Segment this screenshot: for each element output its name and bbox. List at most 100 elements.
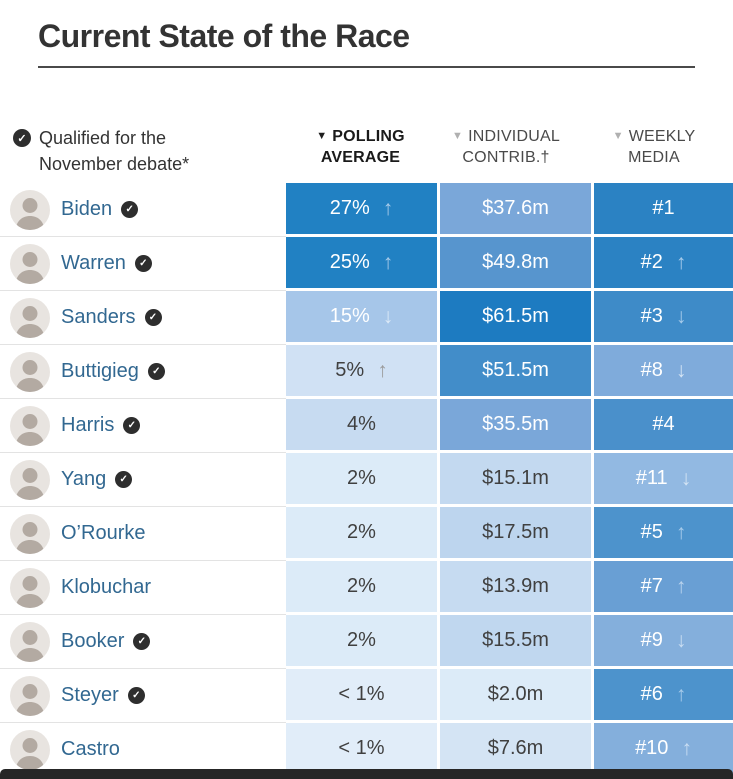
column-gap bbox=[437, 345, 440, 399]
candidate-cell: Sanders ✓ bbox=[0, 291, 286, 345]
polling-average-cell: 2% bbox=[286, 561, 437, 612]
trend-arrow-icon: ↑ bbox=[675, 521, 687, 544]
polling-average-value: < 1% bbox=[338, 683, 385, 705]
trend-arrow-icon: ↑ bbox=[377, 359, 388, 382]
candidate-cell: Harris ✓ bbox=[0, 399, 286, 453]
candidate-name[interactable]: O’Rourke bbox=[61, 522, 146, 544]
qualified-legend: ✓ Qualified for the November debate* bbox=[13, 125, 283, 177]
polling-average-cell: 15% ↓ bbox=[286, 291, 437, 342]
weekly-media-value: #8 bbox=[640, 359, 663, 381]
individual-contrib-cell: $15.1m bbox=[440, 453, 591, 504]
column-gap bbox=[591, 345, 594, 399]
candidate-cell: Booker ✓ bbox=[0, 615, 286, 669]
weekly-media-value: #4 bbox=[652, 413, 675, 435]
column-gap bbox=[591, 507, 594, 561]
polling-average-value: 27% bbox=[329, 197, 370, 219]
trend-arrow-icon: ↓ bbox=[675, 629, 687, 652]
column-header-individual-contrib[interactable]: ▼ INDIVIDUAL CONTRIB.† bbox=[421, 126, 591, 168]
column-header-contrib-line2: CONTRIB.† bbox=[462, 149, 550, 166]
column-gap bbox=[437, 399, 440, 453]
candidate-name[interactable]: Booker bbox=[61, 630, 125, 652]
candidate-name[interactable]: Castro bbox=[61, 738, 120, 760]
trend-arrow-icon: ↑ bbox=[382, 251, 394, 274]
candidate-avatar bbox=[10, 729, 50, 770]
trend-arrow-icon: ↓ bbox=[675, 305, 687, 328]
table-row: Sanders ✓ 15% ↓ $61.5m #3 ↓ bbox=[0, 291, 733, 345]
individual-contrib-cell: $51.5m bbox=[440, 345, 591, 396]
column-gap bbox=[591, 561, 594, 615]
candidate-name[interactable]: Harris bbox=[61, 414, 115, 436]
sort-triangle-icon: ▼ bbox=[612, 130, 624, 142]
column-gap bbox=[591, 237, 594, 291]
column-gap bbox=[591, 723, 594, 777]
individual-contrib-value: $49.8m bbox=[482, 251, 549, 273]
weekly-media-value: #7 bbox=[640, 575, 663, 597]
person-silhouette-icon bbox=[15, 467, 45, 500]
weekly-media-value: #11 bbox=[635, 467, 668, 489]
weekly-media-cell: #4 bbox=[594, 399, 733, 450]
table-row: Warren ✓ 25% ↑ $49.8m #2 ↑ bbox=[0, 237, 733, 291]
polling-average-cell: 2% bbox=[286, 507, 437, 558]
weekly-media-cell: #1 bbox=[594, 183, 733, 234]
candidate-cell: Steyer ✓ bbox=[0, 669, 286, 723]
candidate-name[interactable]: Buttigieg bbox=[61, 360, 139, 382]
qualified-check-icon: ✓ bbox=[121, 201, 139, 218]
weekly-media-value: #9 bbox=[640, 629, 663, 651]
individual-contrib-cell: $13.9m bbox=[440, 561, 591, 612]
column-gap bbox=[437, 561, 440, 615]
column-header-weekly-media[interactable]: ▼ WEEKLY MEDIA bbox=[594, 126, 714, 168]
candidate-avatar bbox=[10, 567, 50, 608]
person-silhouette-icon bbox=[15, 521, 45, 554]
race-table: Biden ✓ 27% ↑ $37.6m #1 Warren ✓ 25% ↑ bbox=[0, 183, 733, 777]
individual-contrib-value: $2.0m bbox=[487, 683, 544, 705]
polling-average-cell: 27% ↑ bbox=[286, 183, 437, 234]
column-gap bbox=[437, 507, 440, 561]
table-row: Yang ✓ 2% $15.1m #11 ↓ bbox=[0, 453, 733, 507]
person-silhouette-icon bbox=[15, 251, 45, 284]
candidate-name[interactable]: Sanders bbox=[61, 306, 136, 328]
weekly-media-cell: #5 ↑ bbox=[594, 507, 733, 558]
person-silhouette-icon bbox=[15, 305, 45, 338]
column-header-media-line2: MEDIA bbox=[628, 149, 680, 166]
individual-contrib-value: $17.5m bbox=[482, 521, 549, 543]
polling-average-value: < 1% bbox=[338, 737, 385, 759]
column-header-polling-average[interactable]: ▼ POLLING AVERAGE bbox=[284, 126, 437, 168]
column-gap bbox=[591, 669, 594, 723]
qualified-check-icon: ✓ bbox=[13, 129, 31, 147]
candidate-name[interactable]: Warren bbox=[61, 252, 126, 274]
candidate-name[interactable]: Klobuchar bbox=[61, 576, 152, 598]
polling-average-value: 2% bbox=[347, 467, 376, 489]
polling-average-cell: 5% ↑ bbox=[286, 345, 437, 396]
individual-contrib-value: $15.1m bbox=[482, 467, 549, 489]
individual-contrib-cell: $49.8m bbox=[440, 237, 591, 288]
candidate-avatar bbox=[10, 297, 50, 338]
qualified-check-icon: ✓ bbox=[127, 687, 145, 704]
weekly-media-cell: #11 ↓ bbox=[594, 453, 733, 504]
polling-average-value: 2% bbox=[347, 575, 376, 597]
table-row: Buttigieg ✓ 5% ↑ $51.5m #8 ↓ bbox=[0, 345, 733, 399]
candidate-name[interactable]: Yang bbox=[61, 468, 107, 490]
qualified-legend-line1: Qualified for the bbox=[39, 128, 167, 148]
candidate-name[interactable]: Biden bbox=[61, 198, 113, 220]
qualified-check-icon: ✓ bbox=[123, 417, 141, 434]
weekly-media-value: #3 bbox=[640, 305, 663, 327]
polling-average-cell: < 1% bbox=[286, 669, 437, 720]
polling-average-cell: < 1% bbox=[286, 723, 437, 774]
individual-contrib-value: $35.5m bbox=[482, 413, 549, 435]
qualified-legend-line2: November debate* bbox=[39, 154, 190, 174]
polling-average-value: 2% bbox=[347, 629, 376, 651]
weekly-media-cell: #3 ↓ bbox=[594, 291, 733, 342]
individual-contrib-cell: $15.5m bbox=[440, 615, 591, 666]
polling-average-value: 5% bbox=[335, 359, 365, 381]
candidate-name[interactable]: Steyer bbox=[61, 684, 119, 706]
bottom-bar bbox=[0, 769, 733, 779]
candidate-avatar bbox=[10, 243, 50, 284]
column-header-polling-line2: AVERAGE bbox=[320, 149, 401, 166]
candidate-avatar bbox=[10, 405, 50, 446]
weekly-media-value: #6 bbox=[640, 683, 663, 705]
candidate-avatar bbox=[10, 675, 50, 716]
column-gap bbox=[591, 399, 594, 453]
trend-arrow-icon: ↑ bbox=[675, 575, 687, 598]
table-row: Harris ✓ 4% $35.5m #4 bbox=[0, 399, 733, 453]
table-row: Steyer ✓ < 1% $2.0m #6 ↑ bbox=[0, 669, 733, 723]
